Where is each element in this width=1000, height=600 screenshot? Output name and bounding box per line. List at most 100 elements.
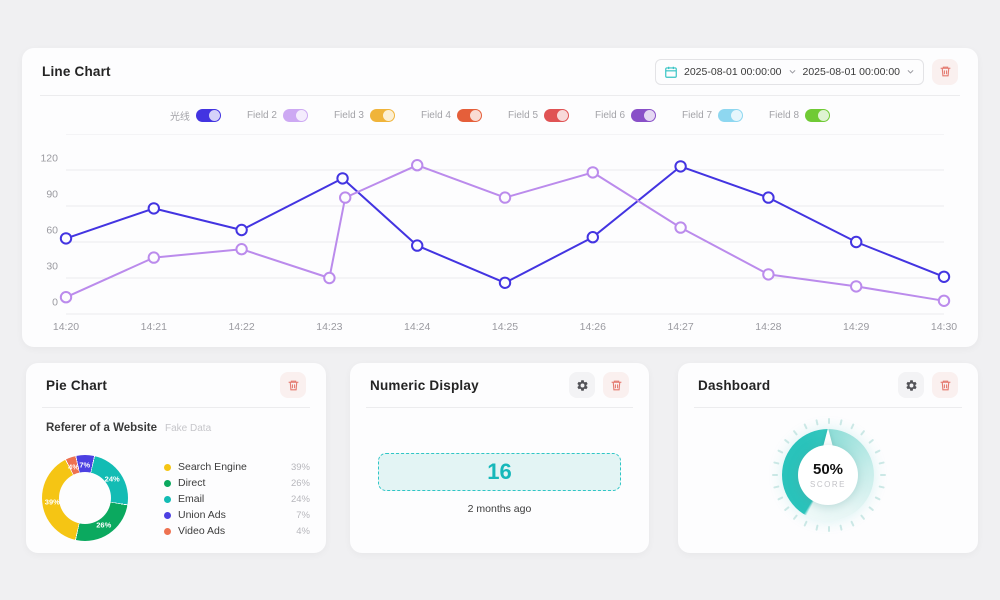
pie-legend-label: Union Ads [178,509,226,521]
legend-toggle-switch[interactable] [195,108,221,122]
gauge-needle [823,428,833,447]
pie-legend-percent: 24% [290,493,310,505]
pie-legend-dot [164,527,171,535]
legend-toggle-label: Field 7 [682,109,713,121]
delete-widget-button[interactable] [932,58,958,85]
svg-text:14:28: 14:28 [755,321,781,333]
svg-text:30: 30 [46,261,58,273]
legend-toggle-switch[interactable] [369,108,395,122]
gauge-center: 50% SCORE [798,445,858,505]
pie-legend-percent: 7% [296,509,310,521]
gauge-chart: 50% SCORE [763,410,893,540]
legend-toggle-label: Field 4 [420,109,451,121]
numeric-display-title: Numeric Display [370,377,479,393]
trash-icon [940,66,950,77]
pie-legend-row[interactable]: Union Ads 7% [164,507,310,523]
legend-toggle-item[interactable]: Field 6 [595,108,657,122]
pie-legend: Search Engine 39% Direct 26% Email 24% Union A… [164,459,310,539]
line-chart-title: Line Chart [42,64,111,79]
legend-toggle-switch[interactable] [805,108,831,122]
legend-toggle-item[interactable]: Field 3 [334,108,395,122]
gauge-score-label: SCORE [810,480,846,489]
trash-icon [611,380,621,390]
numeric-value-box[interactable]: 16 [378,453,621,491]
svg-text:90: 90 [46,189,58,201]
legend-toggle-item[interactable]: Field 5 [507,108,569,122]
pie-legend-label: Video Ads [178,525,226,537]
gauge-value: 50% [812,461,844,478]
delete-widget-button[interactable] [932,372,958,398]
pie-legend-percent: 26% [290,477,310,489]
pie-subtitle: Referer of a Website [46,422,157,434]
legend-toggle-label: Field 2 [246,109,277,121]
header-divider [366,407,633,408]
legend-toggle-item[interactable]: 光线 [170,108,221,123]
pie-chart-title: Pie Chart [46,377,108,393]
svg-text:14:23: 14:23 [316,321,342,333]
pie-legend-dot [164,495,171,503]
pie-donut-chart: 7% 24% 26% 39% 4% [42,455,128,541]
start-date-value[interactable]: 2025-08-01 00:00:00 [684,65,782,78]
dashboard-title: Dashboard [698,377,771,393]
pie-slice-label: 26% [96,520,112,530]
legend-toggle-item[interactable]: Field 8 [769,108,831,122]
trash-icon [940,380,950,390]
gear-icon [905,379,917,391]
line-chart-legend: 光线 Field 2 Field 3 Field 4 Field 5 Field 6 Fie… [22,96,978,134]
pie-slice-label: 4% [68,462,80,472]
legend-toggle-item[interactable]: Field 4 [420,108,482,122]
dashboard-gauge-panel: Dashboard 50% SCORE [678,363,978,553]
delete-widget-button[interactable] [280,372,306,398]
svg-text:14:30: 14:30 [931,321,957,333]
calendar-icon [665,66,677,78]
pie-legend-row[interactable]: Video Ads 4% [164,523,310,539]
date-range-picker[interactable]: 2025-08-01 00:00:00 2025-08-01 00:00:00 [655,58,924,85]
svg-text:60: 60 [46,225,58,237]
legend-toggle-switch[interactable] [282,108,308,122]
end-date-value[interactable]: 2025-08-01 00:00:00 [802,65,901,78]
line-chart-panel: Line Chart 2025-08-01 00:00:00 2025-08-0… [22,48,978,347]
pie-slice-label: 39% [44,497,60,507]
numeric-caption: 2 months ago [467,503,532,515]
svg-text:14:21: 14:21 [141,321,167,333]
numeric-display-panel: Numeric Display 16 2 months ago [350,363,649,553]
settings-button[interactable] [569,372,595,398]
legend-toggle-switch[interactable] [544,108,569,122]
trash-icon [288,380,298,390]
legend-toggle-label: 光线 [169,111,190,123]
legend-toggle-switch[interactable] [631,108,657,122]
numeric-display-header: Numeric Display [350,363,649,407]
delete-widget-button[interactable] [603,372,629,398]
line-chart-header: Line Chart 2025-08-01 00:00:00 2025-08-0… [22,48,978,95]
pie-legend-row[interactable]: Email 24% [164,491,310,507]
dashboard-header: Dashboard [678,363,978,407]
pie-legend-dot [164,463,171,471]
pie-legend-percent: 39% [290,461,310,473]
legend-toggle-item[interactable]: Field 7 [682,108,744,122]
pie-chart-panel: Pie Chart Referer of a Website Fake Data… [26,363,326,553]
svg-text:0: 0 [52,297,58,309]
legend-toggle-switch[interactable] [456,108,482,122]
legend-toggle-label: Field 6 [595,109,626,121]
settings-button[interactable] [898,372,924,398]
legend-toggle-item[interactable]: Field 2 [246,108,308,122]
chevron-down-icon[interactable] [788,67,797,76]
pie-legend-label: Direct [178,477,206,489]
pie-legend-row[interactable]: Direct 26% [164,475,310,491]
legend-toggle-switch[interactable] [718,108,744,122]
numeric-value: 16 [487,459,512,484]
svg-text:14:20: 14:20 [53,321,79,333]
chevron-down-icon[interactable] [906,67,915,76]
svg-text:14:27: 14:27 [667,321,693,333]
pie-legend-label: Search Engine [178,461,247,473]
svg-text:14:24: 14:24 [404,321,430,333]
line-chart-plot: 0 30 60 90 120 14:20 14:21 14:22 14:23 14:24 14:25… [40,134,957,333]
svg-text:14:22: 14:22 [228,321,254,333]
pie-legend-dot [164,479,171,487]
pie-subtitle-note: Fake Data [165,423,212,434]
legend-toggle-label: Field 5 [507,109,538,121]
svg-text:14:25: 14:25 [492,321,518,333]
pie-slice-label: 7% [79,460,91,470]
pie-legend-row[interactable]: Search Engine 39% [164,459,310,475]
pie-slice-label: 24% [104,474,120,484]
